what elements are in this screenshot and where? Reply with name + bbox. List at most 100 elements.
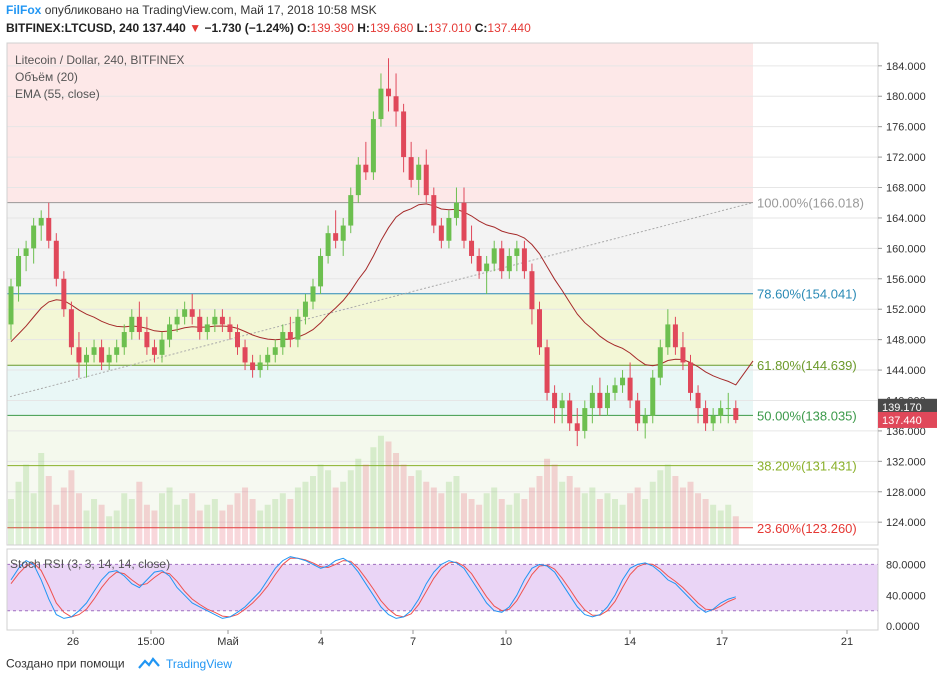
volume-bar [634,487,641,545]
volume-bar [717,510,724,545]
candle-body [680,347,686,363]
volume-bar [8,499,14,545]
candle-body [250,362,256,371]
candle-body [446,217,452,241]
volume-bar [687,481,694,545]
volume-bar [649,481,656,545]
rsi-tick-label: 80.0000 [886,559,926,571]
candle-body [514,248,520,256]
volume-bar [725,504,732,545]
candle-body [703,408,709,424]
candle-body [310,286,316,302]
candle-body [16,255,22,287]
volume-bar [234,493,241,545]
price-pane-border [6,42,879,546]
candle-body [265,354,271,363]
volume-bar [219,510,226,545]
volume-legend[interactable]: Объём (20) [15,70,78,84]
volume-bar [627,493,634,545]
volume-bar [347,470,354,545]
candle-body [219,316,225,325]
candle-body [106,354,112,363]
candle-body [484,263,490,272]
volume-bar [513,493,520,545]
price-tick-label: 184.000 [886,61,926,73]
volume-bar [476,504,483,545]
ema-price-tag: 139.170 [882,402,922,414]
candle-body [589,392,595,409]
volume-bar [204,504,211,545]
footer: Создано при помощи TradingView [6,656,232,673]
volume-bar [393,453,400,545]
candle-body [431,195,437,226]
volume-bar [317,464,324,545]
volume-bar [589,487,596,545]
volume-bar [128,499,135,545]
candle-body [167,324,173,340]
close-value: 137.440 [487,21,531,35]
last-price-tag-box [878,411,937,428]
candle-body [91,347,97,355]
volume-bar [181,499,188,545]
candle-body [378,88,384,120]
candle-body [355,164,361,196]
author-link[interactable]: FilFox [6,3,42,17]
rsi-d-line [10,557,736,618]
volume-bar [506,504,513,545]
volume-bar [468,499,475,545]
price-tick-label: 148.000 [886,335,926,347]
price-tick-label: 144.000 [886,365,926,377]
volume-bar [257,510,264,545]
candle-body [204,324,210,333]
time-tick-label: 4 [318,636,324,648]
volume-bar [340,481,347,545]
volume-bar [264,504,271,545]
volume-bar [604,493,611,545]
candle-body [53,240,59,279]
candle-body [295,316,301,340]
symbol-label: BITFINEX:LTCUSD, 240 [6,21,140,35]
candle-body [393,96,399,112]
fib-band [7,465,753,528]
candle-body [544,347,550,393]
candle-body [695,392,701,409]
volume-bar [664,464,671,545]
rsi-band [7,564,878,611]
volume-bar [408,476,415,545]
candle-body [574,423,580,431]
time-tick-label: Май [217,636,239,648]
ema-legend[interactable]: EMA (55, close) [15,87,100,101]
candle-body [597,392,603,409]
tradingview-link[interactable]: TradingView [165,656,233,671]
price-tick-label: 180.000 [886,91,926,103]
candle-body [302,301,308,317]
candle-body [46,217,52,241]
candle-body [363,164,369,173]
candle-body [287,332,293,340]
candle-body [99,347,105,363]
candle-body [31,225,37,249]
created-with-text: Создано при помощи [6,656,125,671]
candle-body [620,377,626,386]
volume-bar [75,493,82,545]
time-tick-label: 7 [410,636,416,648]
candle-body [665,324,671,348]
volume-bar [657,470,664,545]
candle-body [84,354,89,363]
volume-bar [377,435,384,545]
candle-body [657,347,663,378]
candle-body [499,248,505,272]
candle-body [325,233,331,256]
volume-bar [445,481,452,545]
volume-bar [325,470,332,545]
candle-body [257,362,263,371]
last-price-tag: 137.440 [882,415,922,427]
candle-body [650,377,656,416]
price-tick-label: 172.000 [886,152,926,164]
high-label: H: [357,21,370,35]
stoch-rsi-legend[interactable]: Stoch RSI (3, 3, 14, 14, close) [10,557,171,571]
publish-header: FilFox опубликовано на TradingView.com, … [6,3,377,17]
tradingview-logo-icon[interactable] [138,656,160,673]
volume-bar [528,487,535,545]
